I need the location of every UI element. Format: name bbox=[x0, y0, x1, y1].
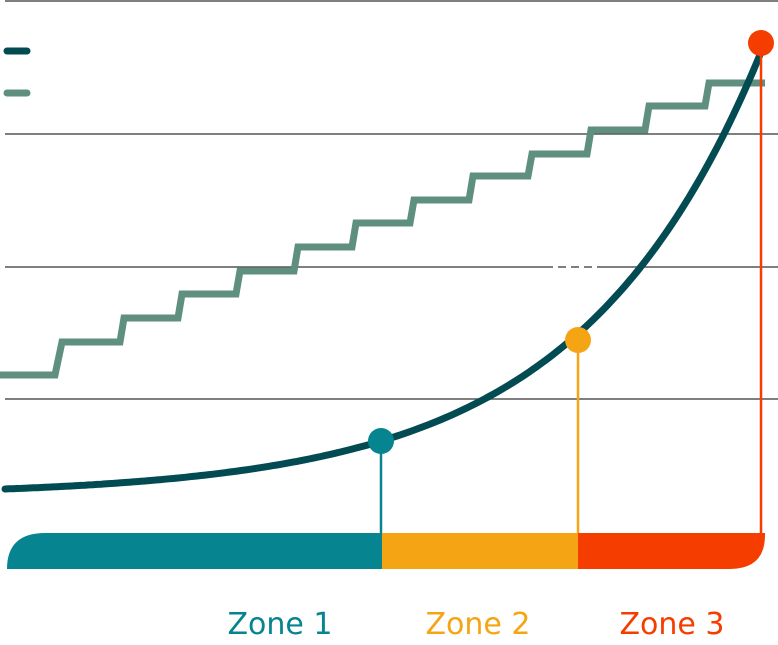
zone-3-dot bbox=[748, 30, 774, 56]
zone-2-dot bbox=[565, 327, 591, 353]
zone-3-label: Zone 3 bbox=[620, 607, 725, 642]
zone-1-dot bbox=[368, 428, 394, 454]
zone-2-bar bbox=[382, 533, 578, 569]
zone-bar bbox=[7, 533, 765, 569]
gridlines bbox=[5, 0, 778, 400]
zone-2-label: Zone 2 bbox=[426, 607, 531, 642]
zone-1-label: Zone 1 bbox=[228, 607, 333, 642]
staircase-line bbox=[0, 79, 765, 379]
zone-1-bar bbox=[7, 533, 382, 569]
zone-3-bar bbox=[578, 533, 765, 569]
